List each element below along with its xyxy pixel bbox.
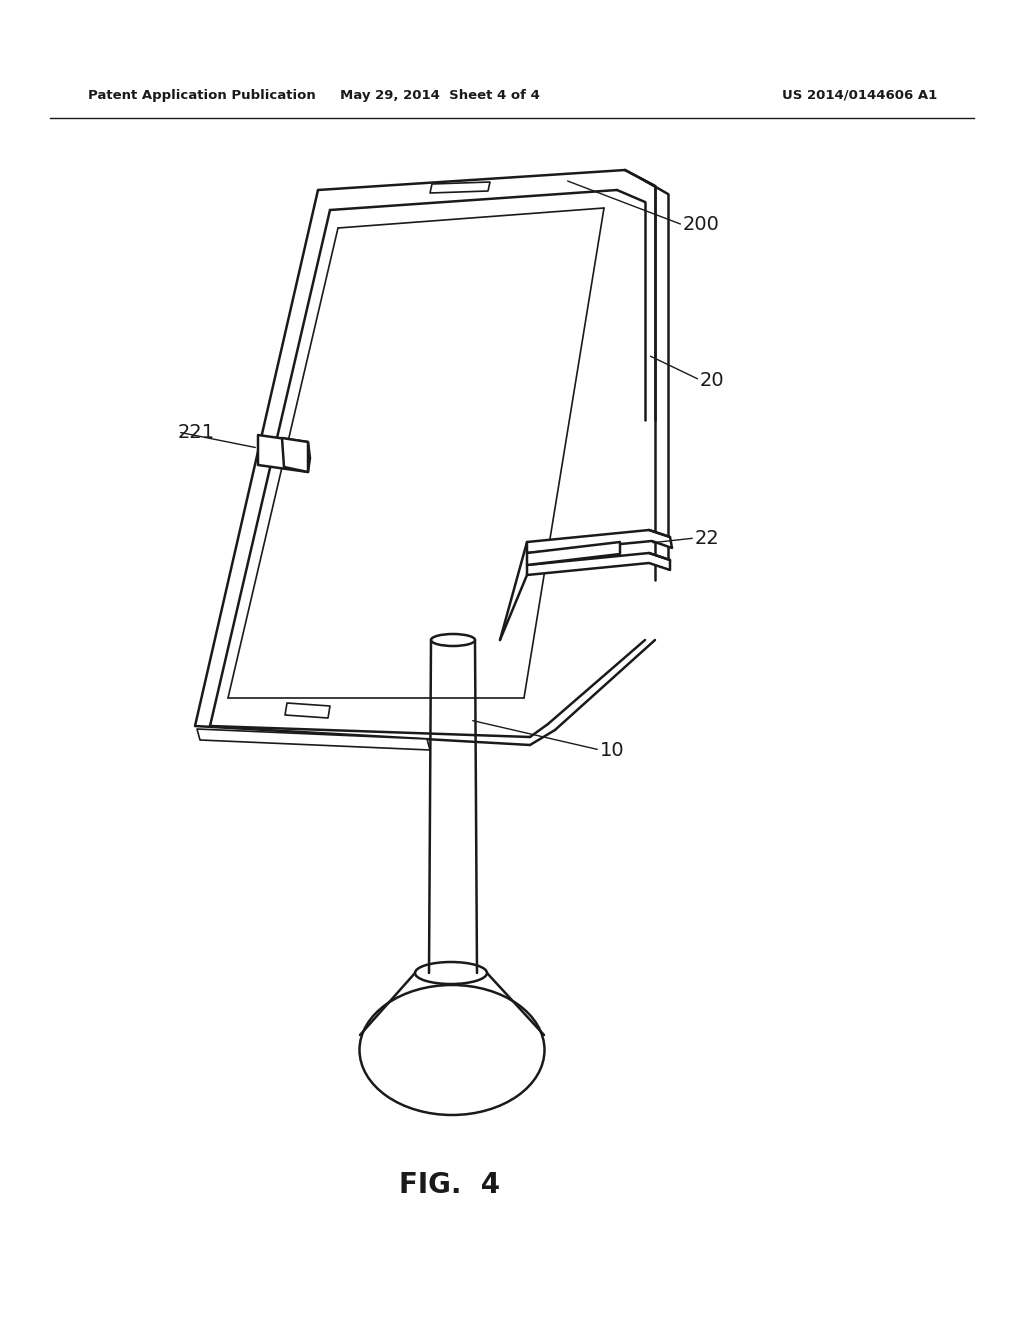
Text: 221: 221 [178, 422, 215, 441]
Ellipse shape [359, 985, 545, 1115]
Text: May 29, 2014  Sheet 4 of 4: May 29, 2014 Sheet 4 of 4 [340, 88, 540, 102]
Polygon shape [258, 436, 310, 473]
Text: 200: 200 [683, 215, 720, 235]
Ellipse shape [415, 962, 487, 983]
Polygon shape [282, 438, 308, 473]
Text: 10: 10 [600, 741, 625, 759]
Polygon shape [430, 182, 490, 193]
Text: Patent Application Publication: Patent Application Publication [88, 88, 315, 102]
Text: FIG.  4: FIG. 4 [399, 1171, 501, 1199]
Text: 22: 22 [695, 528, 720, 548]
Text: US 2014/0144606 A1: US 2014/0144606 A1 [782, 88, 938, 102]
Polygon shape [527, 553, 670, 576]
Polygon shape [527, 531, 672, 553]
Polygon shape [197, 729, 430, 750]
Text: 20: 20 [700, 371, 725, 389]
Polygon shape [527, 543, 620, 565]
Ellipse shape [431, 634, 475, 645]
Polygon shape [285, 704, 330, 718]
